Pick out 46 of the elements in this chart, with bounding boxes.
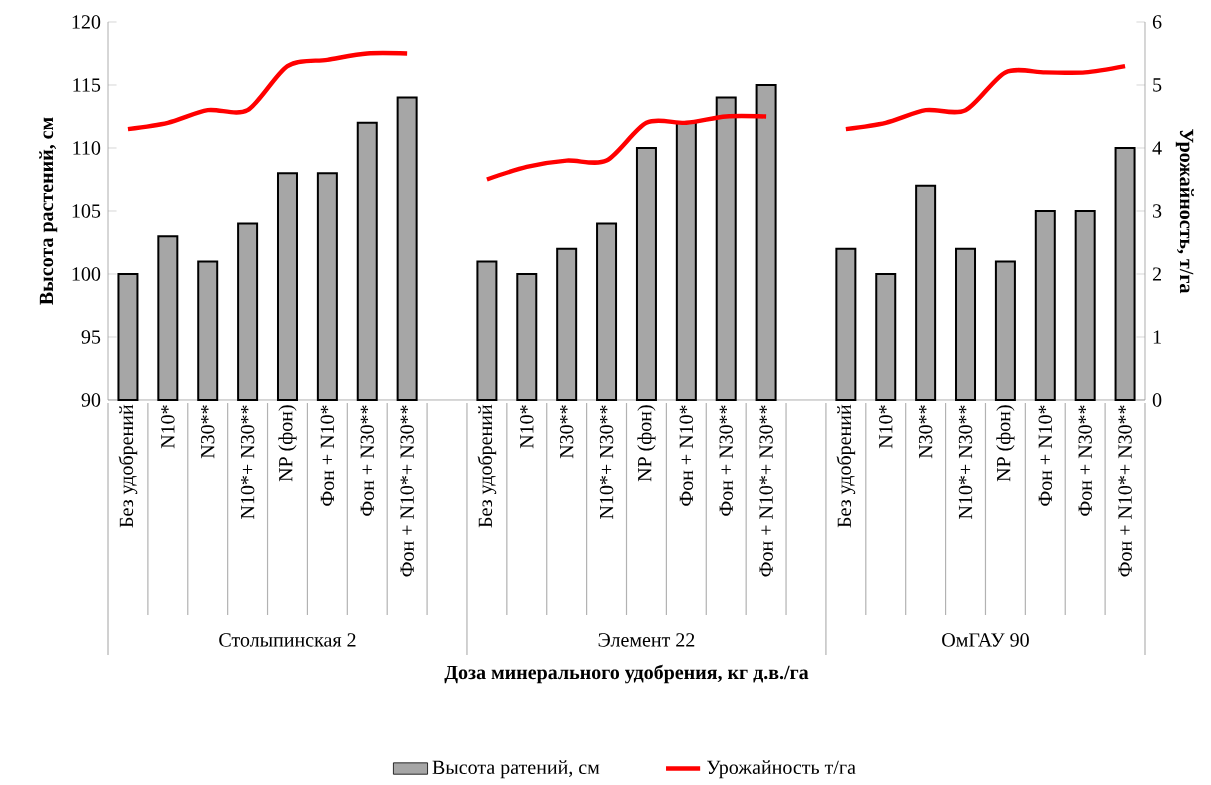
y-tick-label: 115 <box>73 78 101 92</box>
y-tick-label: 100 <box>72 267 101 281</box>
text: ОмГАУ 90 <box>942 633 1029 647</box>
x-tick-label: Фон + N10*+ N30** <box>400 405 414 577</box>
x-tick-label: Без удобрений <box>118 404 138 528</box>
x-tick-label: Фон + N10* <box>320 405 335 506</box>
x-tick-label: N30** <box>200 405 215 459</box>
y2-tick-label: 3 <box>1153 204 1162 218</box>
legend-label: Урожайность т/га <box>706 760 856 779</box>
y2-tick-label: 0 <box>1152 393 1162 407</box>
y2-tick-label: 1 <box>1153 330 1161 344</box>
x-tick-label: N10* <box>879 405 893 449</box>
x-tick-label: Фон + N30** <box>719 405 733 516</box>
y-tick-label: 120 <box>72 15 101 29</box>
y2-tick-label: 2 <box>1152 267 1161 281</box>
x-tick-label: Без удобрений <box>836 404 856 528</box>
y-axis-title: Высота растений, см <box>39 117 58 305</box>
y2-tick-label: 6 <box>1152 15 1162 29</box>
x-tick-label: Без удобрений <box>477 404 497 528</box>
y-tick-label: 110 <box>73 141 101 155</box>
x-tick-label: Фон + N30** <box>360 405 374 516</box>
y2-tick-label: 5 <box>1153 78 1162 92</box>
y2-tick-label: 4 <box>1152 141 1162 155</box>
x-tick-label: N10* <box>520 405 534 449</box>
y2-axis-title: Урожайность, т/га <box>1175 129 1194 294</box>
text: Столыпинская 2 <box>219 633 356 647</box>
x-tick-label: N10*+ N30** <box>958 405 973 519</box>
x-tick-label: NP (фон) <box>278 405 297 482</box>
x-axis-title: Доза минерального удобрения, кг д.в./га <box>444 664 809 684</box>
x-tick-label: Фон + N10*+ N30** <box>1118 405 1132 577</box>
x-tick-label: NP (фон) <box>996 405 1015 482</box>
x-tick-label: N10* <box>161 405 175 449</box>
y-tick-label: 95 <box>81 330 101 344</box>
x-tick-label: NP (фон) <box>637 405 656 482</box>
legend-label: Высота ратений, см <box>432 760 600 779</box>
x-tick-label: N30** <box>559 405 574 459</box>
y-tick-label: 90 <box>81 393 101 407</box>
y-tick-label: 105 <box>72 204 101 218</box>
x-tick-label: Фон + N10* <box>1038 405 1053 506</box>
x-tick-label: Фон + N30** <box>1078 405 1092 516</box>
x-tick-label: N10*+ N30** <box>240 405 255 519</box>
x-tick-label: Фон + N10*+ N30** <box>759 405 773 577</box>
x-tick-label: Фон + N10* <box>679 405 694 506</box>
x-tick-label: N10*+ N30** <box>599 405 614 519</box>
x-tick-label: N30** <box>918 405 933 459</box>
text: Элемент 22 <box>598 633 695 647</box>
